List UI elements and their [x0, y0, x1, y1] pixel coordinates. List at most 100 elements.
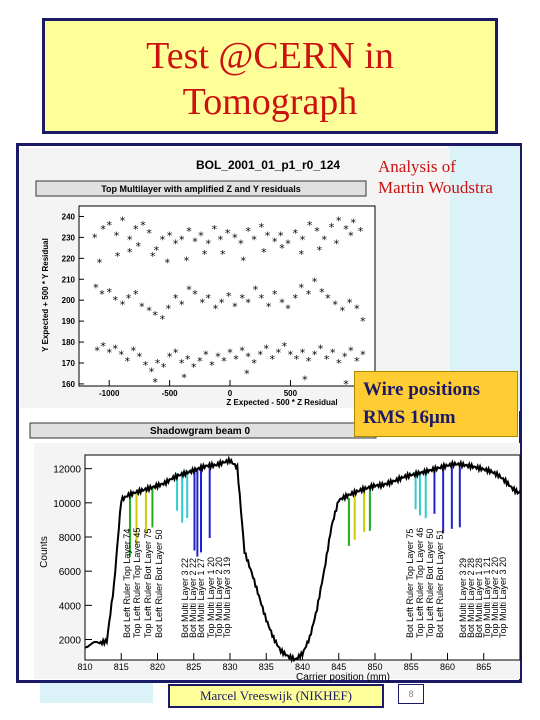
- scatter-point: *: [322, 233, 328, 246]
- scatter-point: *: [257, 349, 263, 362]
- shadow-annotation-label: Bot Multi Layer 2 28: [466, 558, 476, 638]
- shadow-title: Shadowgram beam 0: [150, 426, 250, 437]
- shadow-annotation-label: Bot Multi Layer 1 27: [196, 558, 206, 638]
- shadow-annotation-label: Top Multi Layer 3 20: [498, 557, 508, 638]
- scatter-point: *: [150, 250, 156, 263]
- shadow-xtick-label: 865: [476, 662, 491, 672]
- scatter-point: *: [354, 303, 360, 316]
- shadow-xtick-label: 820: [150, 662, 165, 672]
- shadow-annotation-label: Top Left Ruler Top Layer 46: [415, 528, 425, 638]
- slide-title-line2: Tomograph: [182, 81, 358, 123]
- wire-line2: RMS 16μm: [363, 407, 456, 428]
- scatter-point: *: [166, 303, 172, 316]
- shadow-xtick-label: 810: [77, 662, 92, 672]
- scatter-point: *: [203, 349, 209, 362]
- scatter-point: *: [293, 292, 299, 305]
- shadow-ytick-label: 2000: [59, 636, 82, 647]
- scatter-point: *: [133, 288, 139, 301]
- slide-title-line1: Test @CERN in: [146, 35, 394, 77]
- shadow-annotation-label: Bot Multi Layer 3 22: [180, 558, 190, 638]
- shadow-xtick-label: 815: [114, 662, 129, 672]
- scatter-point: *: [99, 288, 105, 301]
- scatter-subtitle: Top Multilayer with amplified Z and Y re…: [101, 184, 301, 194]
- shadow-annotation-label: Bot Left Ruler Top Layer 74: [122, 529, 132, 638]
- scatter-point: *: [198, 229, 204, 242]
- scatter-point: *: [160, 313, 166, 326]
- scatter-point: *: [259, 292, 265, 305]
- analysis-caption: Analysis of Martin Woudstra: [378, 156, 493, 198]
- shadow-annotation-label: Top Multi Layer 3 19: [222, 557, 232, 638]
- scatter-point: *: [307, 219, 313, 232]
- scatter-point: *: [94, 344, 100, 357]
- scatter-ytick-label: 210: [62, 275, 76, 284]
- scatter-point: *: [213, 303, 219, 316]
- scatter-point: *: [179, 233, 185, 246]
- scatter-point: *: [137, 351, 143, 364]
- scatter-point: *: [334, 238, 340, 251]
- scatter-point: *: [245, 296, 251, 309]
- scatter-point: *: [253, 284, 259, 297]
- scatter-point: *: [219, 296, 225, 309]
- scatter-point: *: [306, 288, 312, 301]
- scatter-point: *: [215, 351, 221, 364]
- scatter-point: *: [239, 344, 245, 357]
- scatter-point: *: [332, 298, 338, 311]
- scatter-point: *: [324, 353, 330, 366]
- scatter-point: *: [342, 351, 348, 364]
- scatter-point: *: [343, 378, 349, 391]
- scatter-point: *: [199, 296, 205, 309]
- scatter-point: *: [181, 372, 187, 385]
- scatter-point: *: [115, 250, 121, 263]
- scatter-point: *: [126, 292, 132, 305]
- shadow-xtick-label: 830: [222, 662, 237, 672]
- scatter-point: *: [241, 254, 247, 267]
- wire-line1: Wire positions: [363, 379, 481, 400]
- scatter-point: *: [225, 227, 231, 240]
- scatter-point: *: [306, 355, 312, 368]
- scatter-point: *: [251, 357, 257, 370]
- scatter-point: *: [218, 233, 224, 246]
- scatter-point: *: [186, 284, 192, 297]
- scatter-xlabel: Z Expected - 500 * Z Residual: [226, 398, 337, 407]
- scatter-point: *: [125, 355, 131, 368]
- scatter-point: *: [351, 217, 357, 230]
- scatter-point: *: [312, 349, 318, 362]
- scatter-point: *: [314, 225, 320, 238]
- scatter-point: *: [279, 242, 285, 255]
- scatter-point: *: [302, 374, 308, 387]
- scatter-point: *: [155, 357, 161, 370]
- shadow-xtick-label: 850: [367, 662, 382, 672]
- scatter-point: *: [293, 227, 299, 240]
- scatter-point: *: [348, 344, 354, 357]
- scatter-point: *: [317, 244, 323, 257]
- scatter-point: *: [100, 223, 106, 236]
- scatter-point: *: [119, 349, 125, 362]
- scatter-point: *: [191, 361, 197, 374]
- shadow-annotation-label: Bot Left Ruler Bot Layer 50: [154, 529, 164, 638]
- shadow-series-line: [84, 455, 521, 664]
- scatter-point: *: [261, 246, 267, 259]
- scatter-point: *: [265, 229, 271, 242]
- scatter-point: *: [270, 353, 276, 366]
- scatter-point: *: [106, 219, 112, 232]
- scatter-point: *: [354, 355, 360, 368]
- shadow-xtick-label: 835: [259, 662, 274, 672]
- footer-band: [40, 683, 153, 703]
- scatter-point: *: [220, 248, 226, 261]
- panel-side-band: [448, 146, 520, 411]
- scatter-point: *: [264, 342, 270, 355]
- scatter-point: *: [152, 309, 158, 322]
- scatter-point: *: [360, 349, 366, 362]
- scatter-point: *: [93, 282, 99, 295]
- scatter-point: *: [146, 227, 152, 240]
- scatter-subtitle-box: [35, 180, 367, 197]
- scatter-point: *: [340, 305, 346, 318]
- shadow-xtick-label: 860: [440, 662, 455, 672]
- shadow-ytick-label: 4000: [59, 601, 82, 612]
- scatter-point: *: [202, 248, 208, 261]
- scatter-point: *: [272, 288, 278, 301]
- scatter-point: *: [285, 238, 291, 251]
- scatter-point: *: [233, 353, 239, 366]
- scatter-point: *: [329, 221, 335, 234]
